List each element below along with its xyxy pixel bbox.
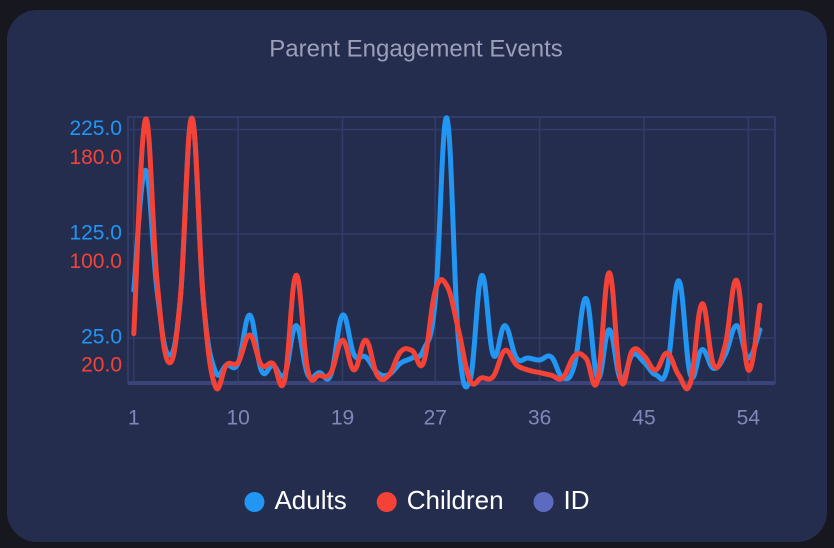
y2-tick-label: 20.0 bbox=[81, 354, 122, 377]
x-tick-label: 10 bbox=[226, 407, 249, 430]
x-tick-label: 54 bbox=[737, 407, 761, 430]
y2-tick-label: 100.0 bbox=[69, 250, 122, 273]
y-tick-label: 225.0 bbox=[69, 117, 122, 140]
legend-label: ID bbox=[564, 485, 590, 515]
y-tick-label: 125.0 bbox=[69, 221, 122, 244]
x-tick-label: 27 bbox=[424, 407, 447, 430]
legend-marker bbox=[533, 492, 554, 512]
x-tick-label: 19 bbox=[331, 407, 354, 430]
series-line bbox=[131, 115, 763, 392]
x-tick-label: 45 bbox=[632, 407, 655, 430]
legend-marker bbox=[376, 492, 397, 512]
x-tick-label: 36 bbox=[528, 407, 551, 430]
card bbox=[7, 10, 827, 542]
y-tick-label: 25.0 bbox=[81, 326, 122, 349]
legend-label: Adults bbox=[274, 485, 346, 515]
legend-marker bbox=[244, 492, 265, 512]
y2-tick-label: 180.0 bbox=[69, 146, 122, 169]
x-tick-label: 1 bbox=[128, 407, 140, 430]
chart-title: Parent Engagement Events bbox=[269, 35, 563, 62]
legend-label: Children bbox=[407, 485, 504, 515]
